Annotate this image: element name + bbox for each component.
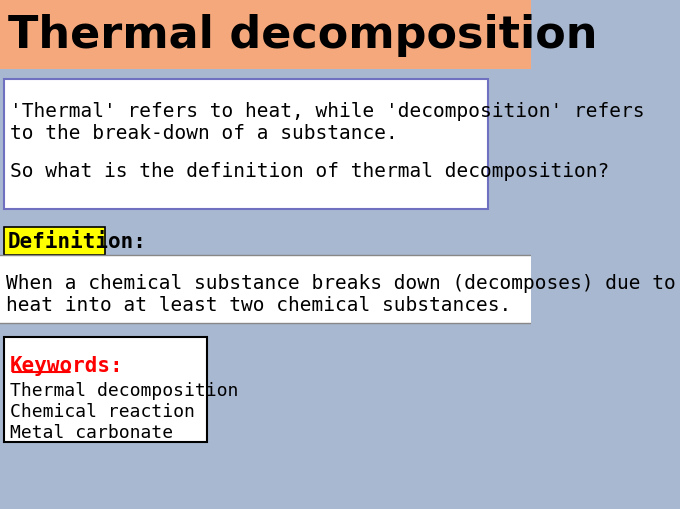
Text: heat into at least two chemical substances.: heat into at least two chemical substanc… bbox=[6, 295, 511, 315]
FancyBboxPatch shape bbox=[0, 0, 531, 70]
Text: Thermal decomposition: Thermal decomposition bbox=[7, 14, 597, 57]
Text: When a chemical substance breaks down (decomposes) due to: When a chemical substance breaks down (d… bbox=[6, 273, 676, 293]
Text: Keywords:: Keywords: bbox=[10, 355, 124, 375]
Text: 'Thermal' refers to heat, while 'decomposition' refers: 'Thermal' refers to heat, while 'decompo… bbox=[10, 102, 645, 121]
Text: to the break-down of a substance.: to the break-down of a substance. bbox=[10, 124, 398, 143]
Text: Metal carbonate: Metal carbonate bbox=[10, 423, 173, 441]
Text: Definition:: Definition: bbox=[7, 232, 147, 251]
Text: Thermal decomposition: Thermal decomposition bbox=[10, 381, 239, 399]
FancyBboxPatch shape bbox=[4, 337, 207, 442]
Text: So what is the definition of thermal decomposition?: So what is the definition of thermal dec… bbox=[10, 162, 609, 181]
FancyBboxPatch shape bbox=[4, 228, 105, 256]
Text: Chemical reaction: Chemical reaction bbox=[10, 402, 195, 420]
FancyBboxPatch shape bbox=[4, 80, 488, 210]
FancyBboxPatch shape bbox=[0, 256, 531, 323]
